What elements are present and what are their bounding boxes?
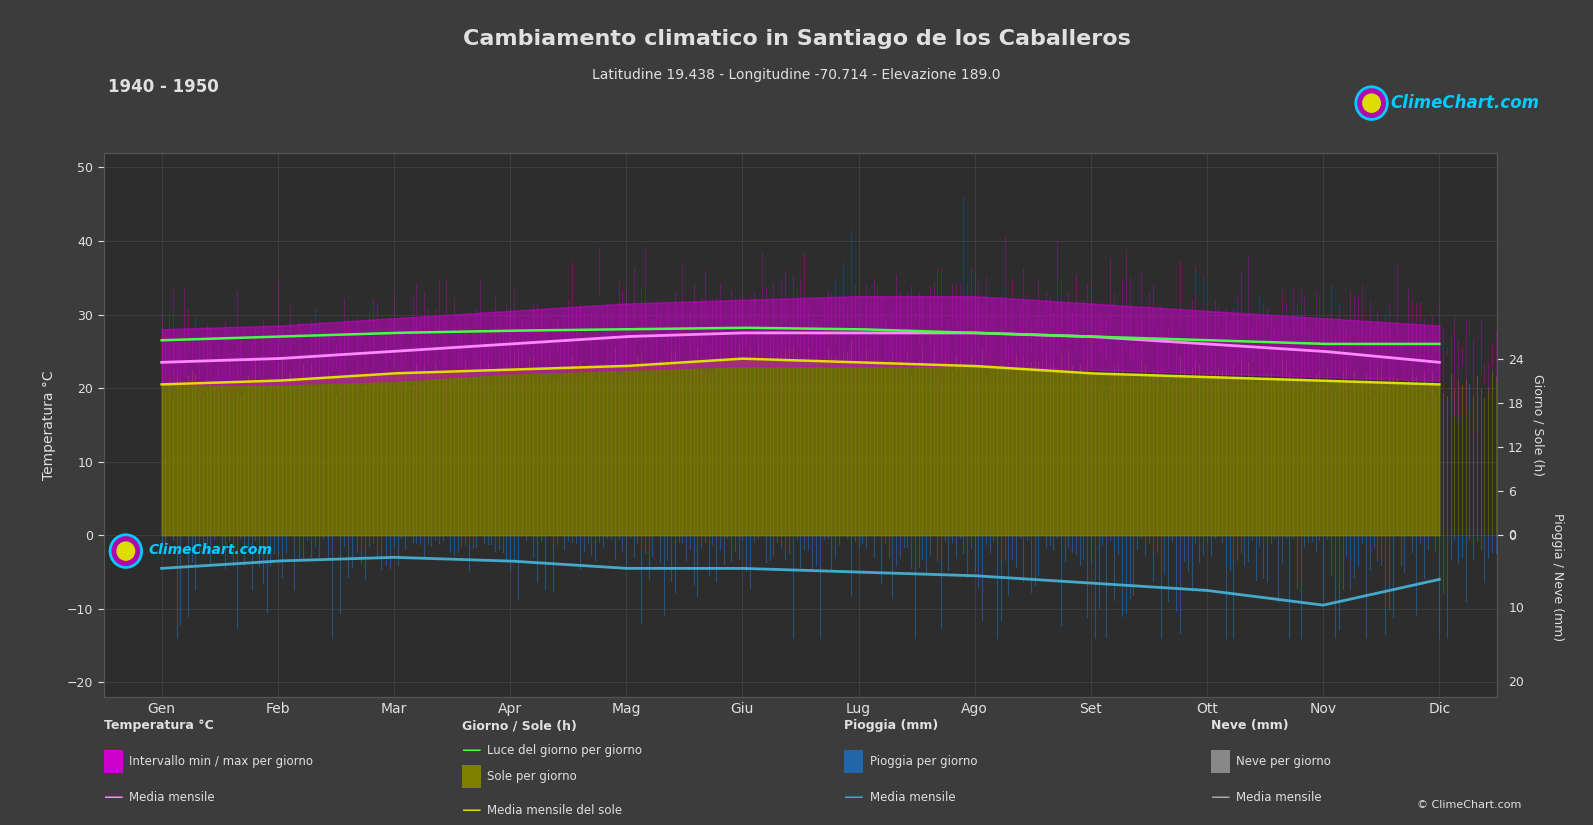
Text: Pioggia (mm): Pioggia (mm) [844, 719, 938, 733]
Text: © ClimeChart.com: © ClimeChart.com [1416, 800, 1521, 810]
Text: ClimeChart.com: ClimeChart.com [1391, 94, 1540, 112]
Text: Media mensile del sole: Media mensile del sole [487, 804, 623, 817]
Text: Neve (mm): Neve (mm) [1211, 719, 1289, 733]
Text: Temperatura °C: Temperatura °C [104, 719, 213, 733]
Text: 0: 0 [1509, 529, 1517, 542]
Circle shape [110, 535, 142, 568]
Text: —: — [462, 800, 481, 820]
Text: Media mensile: Media mensile [1236, 791, 1322, 804]
Text: Pioggia / Neve (mm): Pioggia / Neve (mm) [1552, 513, 1564, 642]
Text: Media mensile: Media mensile [129, 791, 215, 804]
Text: ClimeChart.com: ClimeChart.com [148, 544, 272, 557]
Text: 20: 20 [1509, 676, 1525, 689]
Text: —: — [1211, 788, 1230, 808]
Circle shape [1362, 94, 1380, 112]
Text: Sole per giorno: Sole per giorno [487, 770, 577, 783]
Text: Media mensile: Media mensile [870, 791, 956, 804]
Text: Pioggia per giorno: Pioggia per giorno [870, 755, 977, 768]
Text: 10: 10 [1509, 602, 1525, 615]
Text: Intervallo min / max per giorno: Intervallo min / max per giorno [129, 755, 314, 768]
Y-axis label: Temperatura °C: Temperatura °C [41, 370, 56, 479]
Y-axis label: Giorno / Sole (h): Giorno / Sole (h) [1531, 374, 1545, 476]
Circle shape [1356, 87, 1388, 120]
Text: Giorno / Sole (h): Giorno / Sole (h) [462, 719, 577, 733]
Text: —: — [462, 741, 481, 761]
Text: —: — [844, 788, 863, 808]
Text: Neve per giorno: Neve per giorno [1236, 755, 1332, 768]
Text: 1940 - 1950: 1940 - 1950 [108, 78, 220, 97]
Text: —: — [104, 788, 123, 808]
Text: Cambiamento climatico in Santiago de los Caballeros: Cambiamento climatico in Santiago de los… [462, 29, 1131, 49]
Circle shape [118, 542, 134, 560]
Text: Latitudine 19.438 - Longitudine -70.714 - Elevazione 189.0: Latitudine 19.438 - Longitudine -70.714 … [593, 68, 1000, 82]
Text: Luce del giorno per giorno: Luce del giorno per giorno [487, 744, 642, 757]
